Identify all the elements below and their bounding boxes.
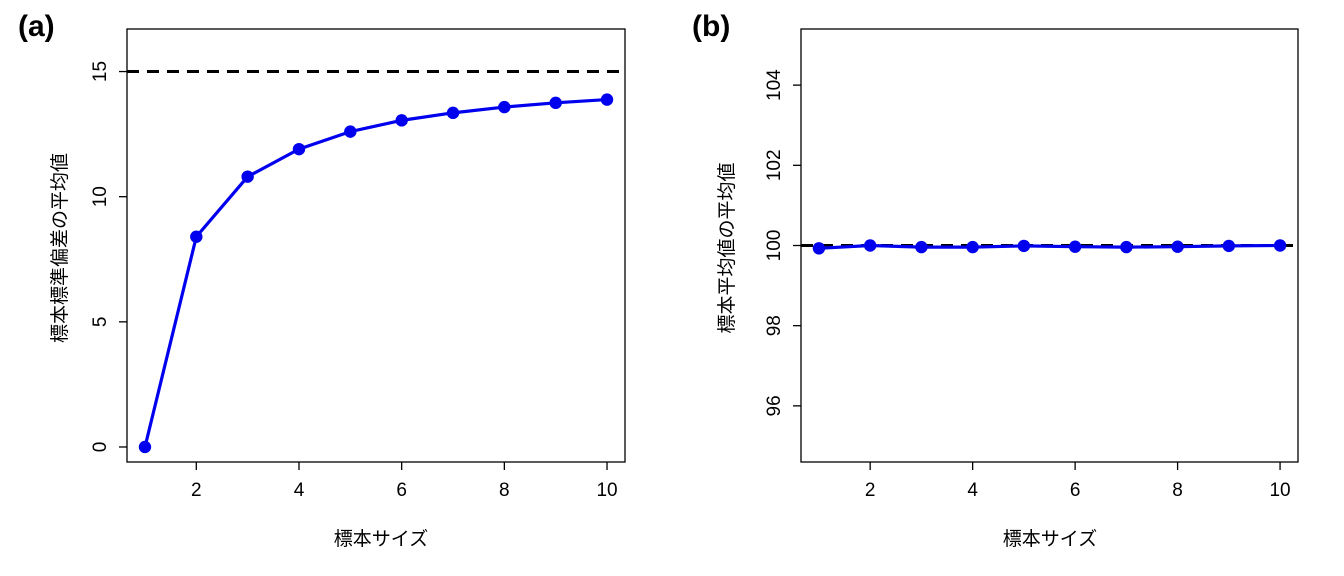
panel-a-plot-frame bbox=[126, 28, 626, 463]
panel-b-data-point bbox=[1017, 239, 1031, 253]
panel-b-x-tick-label: 8 bbox=[1172, 480, 1183, 501]
panel-a-axes: 2 4 6 8 10 0 5 10 15 bbox=[90, 61, 618, 501]
panel-a-x-axis-title: 標本サイズ bbox=[334, 528, 428, 550]
panel-b: (b) 2 4 6 8 10 96 98 100 102 104 標本サイズ 標本平均値の平均値 bbox=[692, 10, 1299, 550]
panel-b-x-axis-title: 標本サイズ bbox=[1003, 528, 1097, 550]
panel-b-y-tick-label: 102 bbox=[764, 149, 785, 181]
panel-b-x-tick-label: 10 bbox=[1269, 480, 1290, 501]
panel-b-label: (b) bbox=[692, 10, 730, 43]
panel-b-data-point bbox=[1068, 240, 1082, 253]
panel-a-series bbox=[138, 93, 614, 454]
panel-b-y-tick-label: 98 bbox=[764, 315, 785, 336]
panel-b-series-line bbox=[818, 243, 1281, 250]
panel-b-y-axis-title: 標本平均値の平均値 bbox=[716, 162, 738, 333]
panel-a-label: (a) bbox=[18, 10, 55, 43]
panel-b-data-point bbox=[1120, 240, 1133, 254]
panel-a-x-tick-label: 4 bbox=[294, 480, 305, 501]
panel-a-data-point bbox=[241, 170, 254, 183]
panel-a-y-tick-label: 5 bbox=[90, 317, 111, 328]
panel-b-data-point bbox=[1171, 240, 1184, 253]
panel-a-data-point bbox=[138, 440, 152, 454]
panel-a-data-point bbox=[498, 100, 511, 114]
panel-a-x-tick-label: 8 bbox=[499, 480, 510, 501]
panel-b-data-point bbox=[1273, 239, 1287, 252]
panel-b-x-tick-label: 6 bbox=[1070, 480, 1081, 501]
panel-b-data-point bbox=[1222, 239, 1236, 253]
panel-a-data-point bbox=[395, 114, 408, 127]
panel-a-y-tick-label: 15 bbox=[90, 61, 111, 82]
panel-a-data-point bbox=[344, 125, 357, 138]
panel-b-x-tick-label: 4 bbox=[967, 480, 978, 501]
panel-b-data-point bbox=[812, 242, 826, 255]
panel-a-data-point bbox=[190, 230, 203, 243]
panel-a-y-tick-label: 10 bbox=[90, 186, 111, 207]
panel-b-y-tick-label: 100 bbox=[764, 230, 785, 262]
panel-a-x-tick-label: 6 bbox=[396, 480, 407, 501]
panel-a-data-point bbox=[600, 93, 614, 106]
panel-a-series-line bbox=[143, 97, 608, 448]
panel-b-series bbox=[812, 239, 1287, 255]
panel-b-y-tick-label: 96 bbox=[764, 395, 785, 416]
panel-b-y-tick-label: 104 bbox=[764, 69, 785, 101]
panel-b-data-point bbox=[863, 239, 877, 252]
panel-a-y-tick-label: 0 bbox=[90, 442, 111, 453]
panel-b-data-point bbox=[915, 240, 928, 254]
panel-b-x-tick-label: 2 bbox=[865, 480, 876, 501]
panel-a-y-axis-title: 標本標準偏差の平均値 bbox=[49, 153, 71, 343]
panel-a-data-point bbox=[292, 142, 306, 156]
panel-b-axes: 2 4 6 8 10 96 98 100 102 104 bbox=[764, 69, 1291, 501]
panel-b-data-point bbox=[966, 240, 979, 254]
panel-a-data-point bbox=[549, 96, 562, 110]
panel-a: (a) 2 4 6 8 10 0 5 10 15 標本サイズ 標本標準偏差の平均値 bbox=[18, 10, 626, 550]
panel-a-data-point bbox=[446, 106, 460, 120]
panel-a-x-tick-label: 2 bbox=[191, 480, 202, 501]
panel-a-x-tick-label: 10 bbox=[596, 480, 617, 501]
